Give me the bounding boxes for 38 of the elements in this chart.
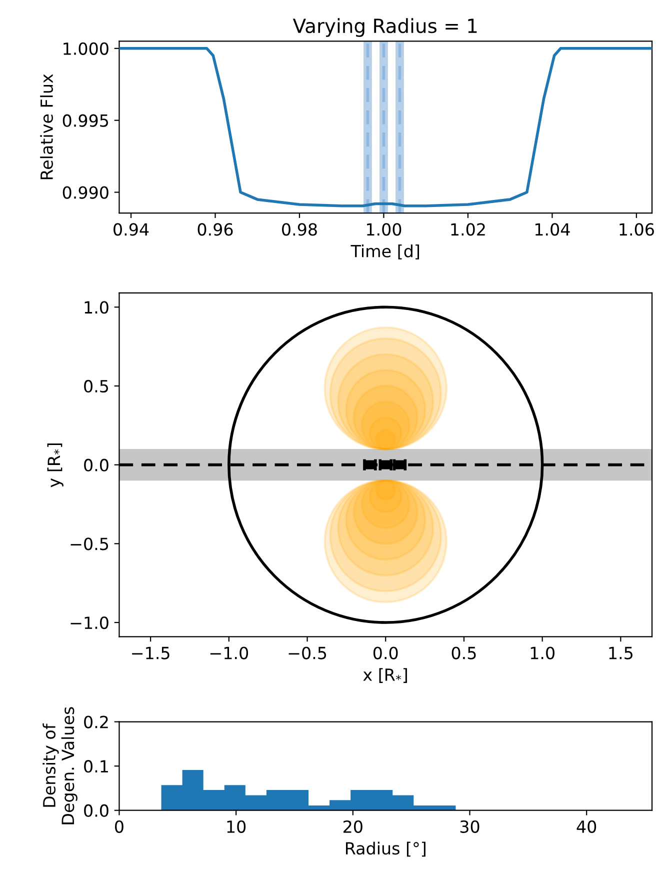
x-tick-label: 0.98 [282,223,317,236]
y-tick-label: 0.995 [62,114,108,127]
x-tick-label: 1.0 [530,646,554,660]
x-tick-label: 20 [344,820,362,833]
x-tick-label: 0 [115,820,124,833]
line-series [119,47,652,208]
x-axis-title: x [R$_{*}$] [363,668,407,683]
x-tick-label: 1.5 [609,646,632,660]
y-axis-title: y [R$_{*}$] [47,443,64,488]
x-tick-label: 10 [227,820,246,833]
y-tick-label: 1.0 [84,301,108,314]
y-axis-title: Relative Flux [40,74,53,180]
y-tick-label: 0.1 [84,760,108,773]
x-axis-title: Time [d] [350,244,420,260]
y-tick-label: 0.990 [62,186,108,199]
x-tick-label: 1.02 [451,223,485,236]
y-axis-title: Density of Degen. Values [42,707,78,824]
x-tick-label: 1.00 [366,223,402,236]
y-tick-label: 1.000 [64,42,108,55]
x-tick-label: 0.0 [373,646,398,660]
x-tick-label: 1.04 [535,223,570,236]
y-tick-label: −1.0 [70,616,108,630]
x-tick-label: 40 [576,820,596,833]
x-tick-label: −1.5 [132,646,170,660]
x-tick-label: 30 [460,820,480,833]
x-tick-label: 0.96 [198,223,233,236]
x-tick-label: 1.06 [620,223,654,236]
x-tick-label: 0.94 [114,223,149,236]
y-tick-label: 0.0 [84,804,108,817]
y-tick-label: 0.5 [84,380,108,393]
y-tick-label: 0.0 [84,458,108,472]
x-tick-label: 0.5 [452,646,476,660]
x-tick-label: −1.0 [210,646,248,660]
chart-title: Varying Radius = 1 [292,18,477,37]
x-axis-title: Radius [°] [346,842,426,857]
x-tick-label: −0.5 [288,646,326,660]
y-tick-label: 0.2 [84,716,108,728]
y-tick-label: −0.5 [70,538,108,550]
